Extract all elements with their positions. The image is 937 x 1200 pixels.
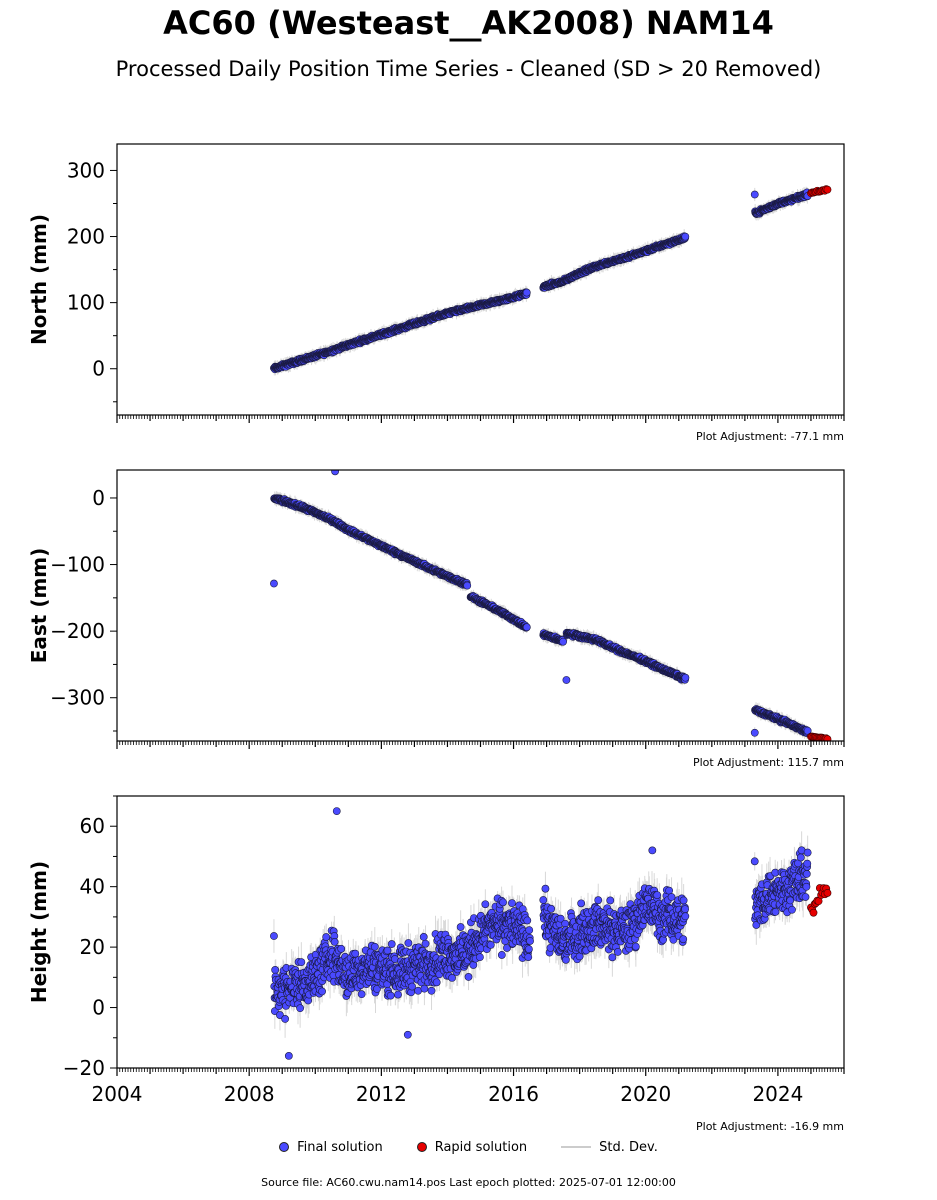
final-points <box>270 470 812 737</box>
final-point <box>681 232 690 241</box>
rapid-point <box>823 185 832 194</box>
y-tick-label: 100 <box>67 291 105 315</box>
y-tick-label: 300 <box>67 158 105 182</box>
y-tick-label: 0 <box>92 357 105 381</box>
plot-area <box>270 185 832 376</box>
rapid-points <box>807 185 832 198</box>
plot-area <box>270 470 832 741</box>
y-axis-label: North (mm) <box>27 214 51 345</box>
final-point <box>750 190 759 199</box>
final-point <box>270 579 278 588</box>
chart-title: AC60 (Westeast__AK2008) NAM14 <box>163 4 774 42</box>
final-points <box>270 188 812 374</box>
y-tick-label: 200 <box>67 225 105 249</box>
panel-1: 0 100 200 300 North (mm) Plot Adjustment: -77… <box>27 143 845 443</box>
chart-subtitle: Processed Daily Position Time Series - C… <box>115 57 822 81</box>
plot-frame <box>116 143 845 416</box>
plot-adjustment: Plot Adjustment: -77.1 mm <box>696 430 844 443</box>
final-point <box>522 288 531 297</box>
